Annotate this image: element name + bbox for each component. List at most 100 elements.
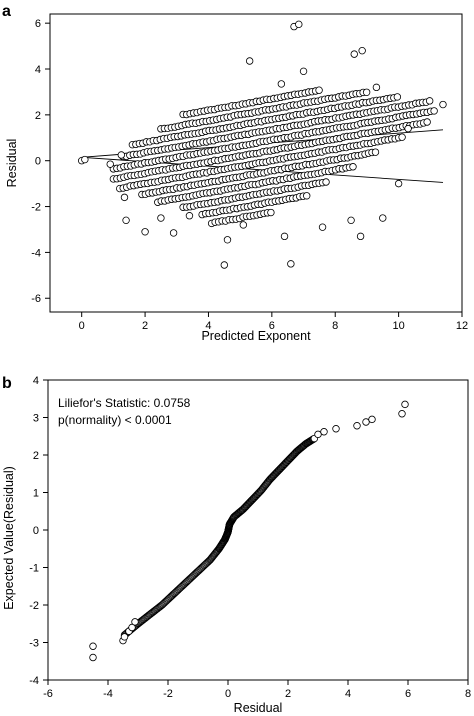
data-point — [141, 228, 149, 236]
data-point — [245, 57, 254, 65]
data-point — [439, 100, 447, 109]
panel-b: b -6 -4 -2 0 2 4 6 8 -4 -3 -2 -1 0 1 2 3 4 Liliefor's St… — [2, 375, 471, 715]
panel-b-x-tick-label: 8 — [465, 688, 471, 700]
data-point — [350, 50, 358, 58]
data-point — [379, 214, 387, 222]
panel-b-y-tick-label: 3 — [33, 413, 39, 425]
data-point — [287, 260, 295, 268]
panel-a-y-tick-label: 2 — [35, 110, 41, 122]
data-point — [423, 118, 431, 126]
panel-a-y-tick-label: -2 — [31, 202, 41, 214]
data-point — [81, 155, 89, 164]
panel-b-x-tick-label: -4 — [103, 688, 113, 700]
data-point — [371, 148, 380, 156]
qq-point — [362, 418, 370, 426]
data-point — [299, 67, 308, 76]
data-point — [398, 133, 406, 141]
data-point — [106, 160, 114, 168]
panel-a-x-axis-label: Predicted Exponent — [201, 329, 311, 343]
data-point — [267, 208, 275, 217]
qq-point — [401, 400, 409, 409]
panel-b-y-tick-label: 0 — [33, 525, 39, 537]
data-point — [120, 193, 129, 202]
data-point — [295, 20, 303, 29]
panel-b-y-tick-label: -4 — [29, 675, 39, 687]
data-point — [315, 86, 323, 94]
panel-a-x-tick-label: 2 — [142, 320, 148, 332]
panel-a-plot-frame — [49, 13, 463, 313]
qq-point — [320, 428, 328, 436]
panel-b-y-tick-label: -2 — [29, 600, 39, 612]
data-point — [220, 261, 229, 269]
qq-point — [120, 633, 129, 641]
data-point — [322, 178, 330, 186]
panel-b-y-tick-label: -1 — [29, 563, 39, 575]
data-point — [185, 212, 194, 220]
panel-a-y-tick-label: 0 — [35, 156, 41, 168]
panel-b-pvalue-annotation: p(normality) < 0.0001 — [58, 413, 172, 427]
data-point — [318, 223, 327, 231]
qq-point — [131, 618, 139, 626]
panel-b-y-tick-label: -3 — [29, 638, 39, 650]
data-point — [394, 179, 403, 188]
panel-b-x-tick-label: 2 — [285, 688, 291, 700]
panel-a-x-tick-label: 6 — [269, 320, 275, 332]
panel-a-points — [77, 20, 447, 269]
qq-point — [128, 623, 136, 632]
panel-a-x-tick-label: 8 — [332, 320, 338, 332]
data-point — [280, 232, 289, 241]
panel-b-x-axis-label: Residual — [234, 701, 283, 715]
panel-a-x-tick-label: 4 — [205, 320, 211, 332]
qq-point — [314, 430, 322, 439]
panel-b-y-axis-label: Expected Value(Residual) — [2, 466, 16, 610]
panel-b-x-tick-label: -6 — [43, 688, 53, 700]
qq-point — [368, 415, 376, 424]
data-point — [358, 46, 366, 55]
qq-point — [353, 422, 361, 430]
data-point — [430, 107, 438, 115]
panel-b-statistic-annotation: Liliefor's Statistic: 0.0758 — [58, 396, 191, 410]
panel-a-y-axis-label: Residual — [5, 139, 19, 188]
data-point — [122, 216, 130, 225]
panel-a-ticks: 0 2 4 6 8 10 12 -6 -4 -2 0 2 4 6 — [31, 18, 468, 332]
panel-a-x-tick-label: 10 — [392, 320, 404, 332]
panel-b-letter: b — [2, 375, 12, 392]
data-point — [349, 163, 357, 171]
panel-a-y-tick-label: 6 — [35, 18, 41, 30]
panel-a-x-tick-label: 12 — [456, 320, 468, 332]
data-point — [117, 151, 126, 159]
panel-b-x-tick-label: -2 — [163, 688, 173, 700]
data-point — [347, 216, 355, 225]
panel-b-y-tick-label: 1 — [33, 488, 39, 500]
data-point — [303, 192, 311, 200]
panel-b-x-tick-label: 6 — [405, 688, 411, 700]
qq-point — [89, 642, 97, 650]
panel-b-y-tick-label: 2 — [33, 450, 39, 462]
panel-b-points — [89, 400, 409, 662]
data-point — [239, 221, 248, 229]
qq-point — [398, 410, 406, 418]
data-point — [157, 214, 165, 222]
qq-point — [89, 653, 97, 662]
data-point — [372, 83, 381, 92]
qq-point — [332, 425, 340, 433]
panel-a-y-tick-label: -6 — [31, 293, 41, 305]
panel-a-y-tick-label: -4 — [31, 247, 41, 259]
data-point — [169, 229, 178, 237]
data-point — [404, 124, 412, 133]
data-point — [223, 236, 232, 244]
data-point — [425, 97, 434, 105]
panel-b-y-tick-label: 4 — [33, 375, 39, 387]
panel-b-x-tick-label: 0 — [225, 688, 231, 700]
data-point — [362, 88, 371, 96]
panel-a-x-tick-label: 0 — [79, 320, 85, 332]
data-point — [277, 80, 286, 88]
panel-b-ticks: -6 -4 -2 0 2 4 6 8 -4 -3 -2 -1 0 1 2 3 4 — [29, 375, 471, 700]
panel-a-y-tick-label: 4 — [35, 64, 41, 76]
data-point — [393, 93, 402, 101]
data-point — [356, 232, 365, 241]
panel-a-letter: a — [2, 3, 11, 20]
panel-a: a 0 2 4 6 8 10 12 -6 -4 -2 0 2 4 6 Predicted Exponent… — [2, 3, 468, 343]
panel-b-x-tick-label: 4 — [345, 688, 351, 700]
